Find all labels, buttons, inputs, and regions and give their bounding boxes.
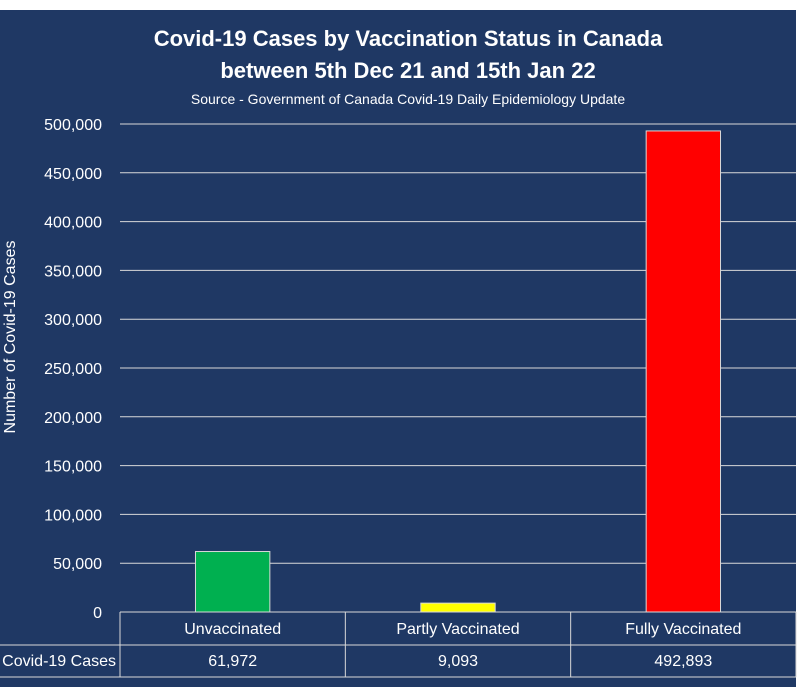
chart-subtitle: Source - Government of Canada Covid-19 D… [191,91,625,107]
y-tick-label: 250,000 [44,361,102,378]
table-value: 61,972 [208,653,257,670]
category-label: Partly Vaccinated [396,621,519,638]
bar [420,602,496,613]
table-value: 492,893 [654,653,712,670]
y-tick-label: 400,000 [44,215,102,232]
y-tick-label: 150,000 [44,459,102,476]
chart-title-line-1: Covid-19 Cases by Vaccination Status in … [154,26,663,51]
table-value: 9,093 [438,653,478,670]
y-tick-label: 100,000 [44,507,102,524]
chart-title-line-2: between 5th Dec 21 and 15th Jan 22 [220,58,595,83]
y-axis-ticks: 0 50,000 100,000 150,000 200,000 250,000 300,0… [44,117,102,622]
y-tick-label: 500,000 [44,117,102,134]
y-tick-label: 200,000 [44,410,102,427]
y-axis-label: Number of Covid-19 Cases [2,241,19,434]
y-tick-label: 300,000 [44,312,102,329]
y-tick-label: 50,000 [53,556,102,573]
y-tick-label: 0 [93,605,102,622]
bars [194,130,722,613]
category-label: Fully Vaccinated [625,621,741,638]
top-strip [0,0,800,10]
bar [645,130,722,613]
data-table: Unvaccinated 61,972 Partly Vaccinated 9,093… [0,611,797,678]
category-label: Unvaccinated [184,621,281,638]
y-tick-label: 450,000 [44,166,102,183]
table-row-label: Covid-19 Cases [2,653,116,670]
y-tick-label: 350,000 [44,263,102,280]
bar [194,551,271,613]
